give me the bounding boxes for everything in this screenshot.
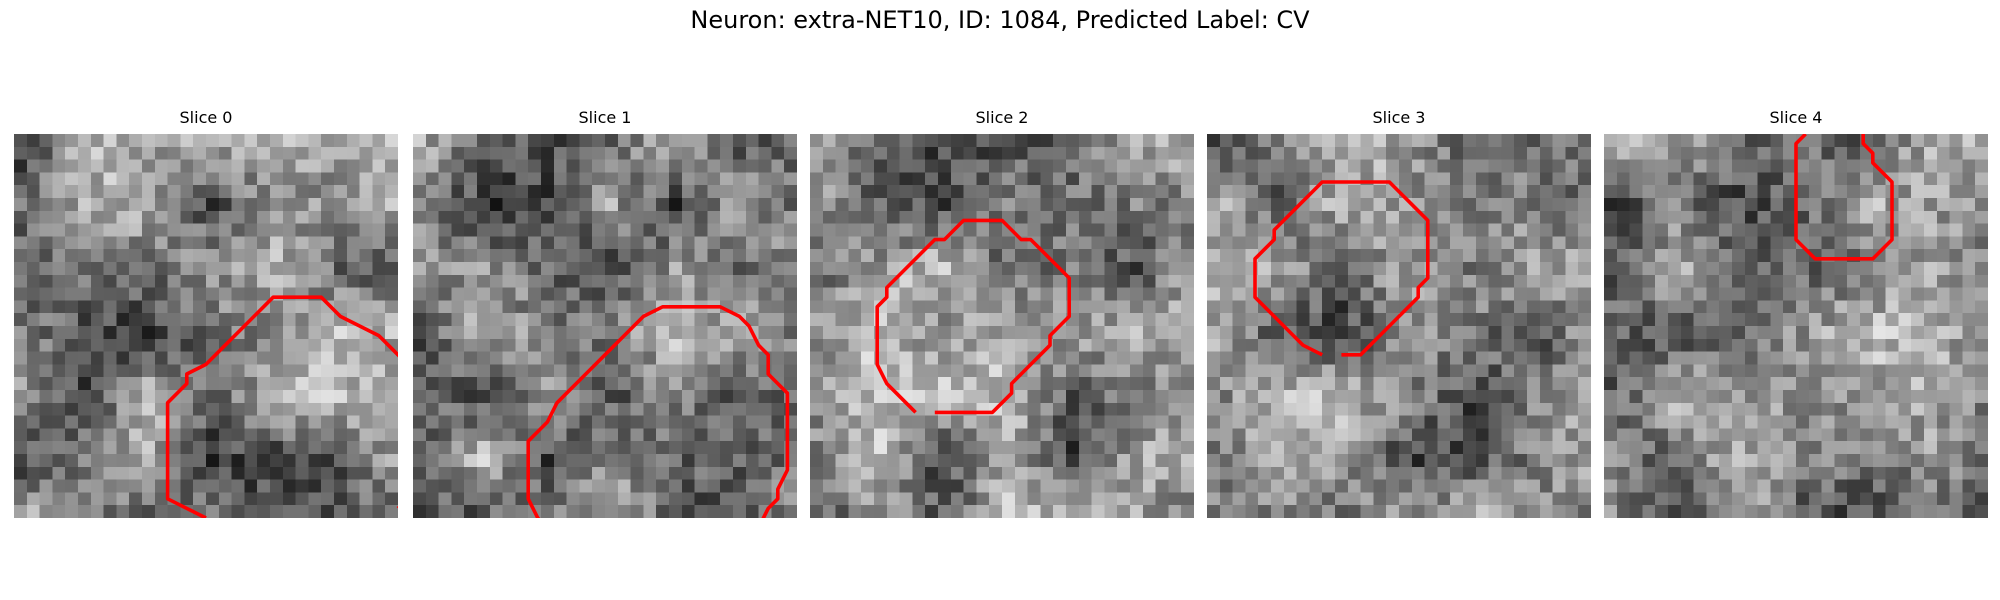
slice-title: Slice 4 xyxy=(1769,108,1823,127)
pixel-grid xyxy=(14,134,398,518)
figure-title: Neuron: extra-NET10, ID: 1084, Predicted… xyxy=(690,6,1310,34)
slice-image xyxy=(1207,134,1591,518)
slice-panel-1: Slice 1 xyxy=(413,108,797,518)
slice-title: Slice 1 xyxy=(578,108,632,127)
slice-title: Slice 3 xyxy=(1372,108,1426,127)
slice-panel-3: Slice 3 xyxy=(1207,108,1591,518)
pixel-grid xyxy=(413,134,797,518)
slice-image xyxy=(413,134,797,518)
roi-contour xyxy=(165,295,398,518)
roi-contour xyxy=(1253,180,1430,357)
slice-title: Slice 2 xyxy=(975,108,1029,127)
slice-image xyxy=(810,134,1194,518)
slice-panel-0: Slice 0 xyxy=(14,108,398,518)
slice-image xyxy=(14,134,398,518)
roi-contour xyxy=(875,218,1071,415)
slice-title: Slice 0 xyxy=(179,108,233,127)
pixel-grid xyxy=(1604,134,1988,518)
pixel-grid xyxy=(810,134,1194,518)
roi-contour xyxy=(1794,134,1894,261)
slice-panel-4: Slice 4 xyxy=(1604,108,1988,518)
slice-image xyxy=(1604,134,1988,518)
roi-contour xyxy=(526,305,790,518)
pixel-grid xyxy=(1207,134,1591,518)
slice-panel-2: Slice 2 xyxy=(810,108,1194,518)
